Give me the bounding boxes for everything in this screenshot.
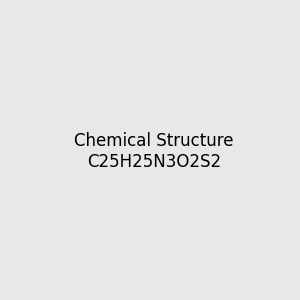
Text: Chemical Structure
C25H25N3O2S2: Chemical Structure C25H25N3O2S2 bbox=[74, 132, 233, 171]
